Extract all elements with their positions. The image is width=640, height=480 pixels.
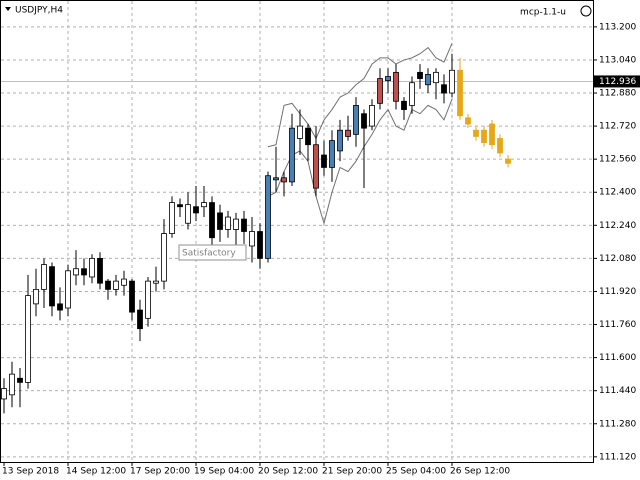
y-tick-label: 112.400	[599, 188, 636, 198]
candle-body	[281, 177, 287, 183]
y-tick-label: 112.560	[599, 155, 636, 165]
candle-body	[433, 71, 439, 84]
y-tick-label: 113.200	[599, 22, 636, 32]
x-tick-label: 17 Sep 20:00	[130, 467, 190, 477]
x-tick-label: 21 Sep 20:00	[322, 467, 382, 477]
band-lower	[267, 99, 453, 226]
candle-body	[497, 138, 503, 154]
candle-body	[441, 84, 447, 94]
candle-body	[17, 377, 23, 383]
candle-body	[169, 202, 175, 234]
candle-body	[241, 218, 247, 232]
candle-body	[121, 278, 127, 286]
candle-body	[265, 175, 271, 259]
y-tick-label: 112.720	[599, 122, 636, 132]
y-tick-label: 111.920	[599, 287, 636, 297]
candle-body	[105, 280, 111, 290]
candle-body	[57, 303, 63, 311]
candle-body	[409, 82, 415, 106]
candle-body	[1, 388, 7, 400]
candle-body	[129, 280, 135, 313]
indicator-icon[interactable]	[580, 5, 592, 17]
annotation-box	[178, 244, 247, 261]
candle-body	[9, 373, 15, 396]
candle-body	[313, 144, 319, 189]
candle-body	[49, 266, 55, 307]
candle-body	[425, 74, 431, 86]
candle-body	[353, 105, 359, 135]
candle-body	[153, 280, 159, 284]
y-tick-label: 112.080	[599, 254, 636, 264]
candle-body	[193, 206, 199, 214]
candle-body	[225, 216, 231, 230]
candle-body	[97, 257, 103, 284]
y-tick-label: 112.880	[599, 89, 636, 99]
candle-body	[233, 218, 239, 230]
candle-body	[385, 76, 391, 82]
x-tick-label: 25 Sep 04:00	[386, 467, 446, 477]
candle-body	[113, 280, 119, 290]
candle-body	[505, 158, 511, 164]
candle-body	[289, 127, 295, 183]
candle-body	[321, 154, 327, 168]
y-tick-label: 111.440	[599, 386, 636, 396]
candle-body	[361, 113, 367, 129]
candle-body	[401, 100, 407, 110]
candle-body	[369, 105, 375, 127]
candle-body	[393, 71, 399, 102]
candle-body	[305, 127, 311, 146]
candle-body	[41, 264, 47, 290]
candle-body	[73, 268, 79, 276]
y-tick-label: 111.760	[599, 320, 636, 330]
candle-body	[145, 280, 151, 319]
x-tick-label: 20 Sep 12:00	[258, 467, 318, 477]
candle-body	[249, 231, 255, 247]
x-tick-label: 13 Sep 2018	[2, 467, 59, 477]
candle-body	[65, 270, 71, 309]
candle-body	[297, 125, 303, 139]
candle-body	[257, 231, 263, 259]
current-price-tag	[593, 75, 640, 88]
candle-body	[337, 129, 343, 152]
candle-body	[273, 177, 279, 181]
candle-body	[33, 288, 39, 305]
candle-body	[457, 69, 463, 117]
annotation: Satisfactory	[182, 249, 236, 259]
candle-body	[137, 309, 143, 330]
candle-body	[329, 140, 335, 168]
candle-body	[201, 202, 207, 208]
current-price-label: 112.936	[599, 77, 636, 87]
candle-body	[481, 129, 487, 144]
candle-body	[345, 129, 351, 137]
symbol-menu-icon[interactable]	[5, 7, 11, 11]
candle-body	[89, 257, 95, 278]
candle-body	[209, 202, 215, 239]
band-upper	[267, 43, 453, 148]
y-tick-label: 111.120	[599, 452, 636, 462]
candle-body	[177, 204, 183, 208]
candle-body	[473, 129, 479, 137]
candle-body	[377, 78, 383, 104]
candle-body	[81, 268, 87, 276]
x-tick-label: 14 Sep 12:00	[66, 467, 126, 477]
chart-title: USDJPY,H4	[15, 6, 63, 16]
candle-body	[417, 71, 423, 79]
candle-body	[217, 212, 223, 230]
indicator-name: mcp-1.1-u	[520, 8, 566, 18]
y-tick-label: 113.040	[599, 55, 636, 65]
candle-body	[185, 204, 191, 224]
candle-body	[449, 69, 455, 94]
y-tick-label: 111.280	[599, 419, 636, 429]
y-tick-label: 112.240	[599, 221, 636, 231]
candle-body	[161, 233, 167, 282]
candle-body	[465, 117, 471, 125]
x-tick-label: 26 Sep 12:00	[450, 467, 510, 477]
x-tick-label: 19 Sep 04:00	[194, 467, 254, 477]
y-tick-label: 111.600	[599, 353, 636, 363]
candle-body	[25, 295, 31, 383]
plot-frame	[0, 0, 594, 463]
candle-body	[489, 123, 495, 146]
